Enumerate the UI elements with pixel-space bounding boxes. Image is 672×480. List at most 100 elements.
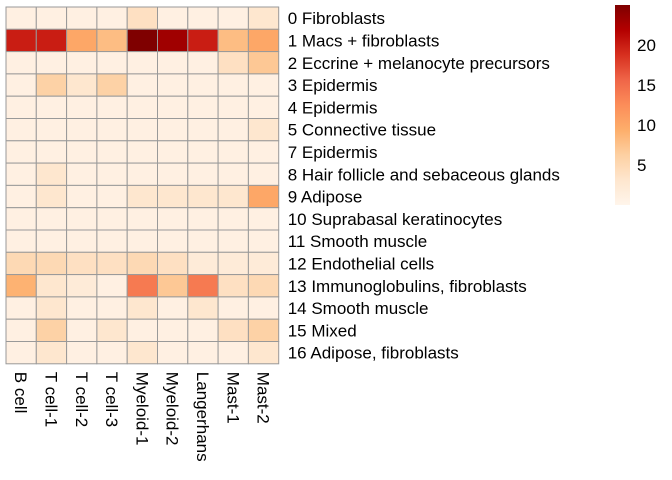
heatmap-cell	[157, 6, 189, 30]
heatmap-cell	[157, 73, 189, 97]
row-label: 13 Immunoglobulins, fibroblasts	[288, 277, 527, 296]
heatmap-cell	[247, 140, 280, 164]
heatmap-cell	[247, 207, 280, 231]
heatmap-cell	[247, 162, 280, 186]
heatmap-cell	[247, 274, 280, 298]
heatmap-cell	[247, 95, 280, 119]
column-label: Myeloid-1	[132, 372, 151, 446]
heatmap-cell	[126, 274, 158, 298]
heatmap-cell	[187, 51, 219, 75]
heatmap-cell	[35, 341, 68, 365]
heatmap-cell	[217, 28, 249, 53]
heatmap-cell	[187, 207, 219, 231]
heatmap-cell	[126, 341, 158, 365]
heatmap-cell	[5, 118, 37, 142]
heatmap-cell	[247, 73, 280, 97]
row-label: 15 Mixed	[288, 321, 357, 340]
column-label: T cell-2	[72, 372, 91, 427]
legend-tick-label: 20	[637, 36, 656, 55]
row-label: 16 Adipose, fibroblasts	[288, 344, 459, 363]
heatmap-cell	[157, 318, 189, 343]
heatmap-cell	[217, 73, 249, 97]
heatmap-cell	[126, 73, 158, 97]
heatmap-cell	[157, 184, 189, 209]
row-label: 3 Epidermis	[288, 76, 378, 95]
heatmap-cell	[66, 251, 98, 276]
heatmap-cell	[35, 51, 68, 75]
heatmap-cell	[247, 296, 280, 320]
heatmap-cell	[217, 229, 249, 253]
heatmap-cell	[187, 95, 219, 119]
heatmap-cell	[157, 51, 189, 75]
heatmap-cell	[247, 184, 280, 209]
heatmap-cell	[96, 118, 128, 142]
heatmap-cell	[126, 6, 158, 30]
heatmap-cell	[157, 28, 189, 53]
heatmap-cell	[5, 95, 37, 119]
heatmap-cell	[66, 51, 98, 75]
column-label: T cell-3	[102, 372, 121, 427]
heatmap-cell	[5, 229, 37, 253]
heatmap-cell	[187, 341, 219, 365]
heatmap-cell	[217, 6, 249, 30]
heatmap-cell	[126, 95, 158, 119]
heatmap-cell	[35, 118, 68, 142]
heatmap-cell	[35, 28, 68, 53]
heatmap-cell	[96, 296, 128, 320]
heatmap-cell	[5, 162, 37, 186]
heatmap-cell	[96, 229, 128, 253]
heatmap-cell	[187, 251, 219, 276]
heatmap-cell	[35, 251, 68, 276]
heatmap-cells	[5, 6, 280, 365]
heatmap-cell	[96, 274, 128, 298]
column-label: T cell-1	[41, 372, 60, 427]
heatmap-cell	[66, 162, 98, 186]
heatmap-cell	[247, 51, 280, 75]
row-label: 4 Epidermis	[288, 98, 378, 117]
heatmap-cell	[187, 296, 219, 320]
heatmap-cell	[157, 95, 189, 119]
column-label: Mast-1	[223, 372, 242, 424]
row-label: 12 Endothelial cells	[288, 254, 434, 273]
heatmap-cell	[35, 6, 68, 30]
heatmap-cell	[187, 6, 219, 30]
heatmap-cell	[217, 341, 249, 365]
heatmap-cell	[187, 73, 219, 97]
heatmap-cell	[96, 140, 128, 164]
heatmap-cell	[217, 162, 249, 186]
heatmap-cell	[96, 184, 128, 209]
row-labels: 0 Fibroblasts 1 Macs + fibroblasts 2 Eccri…	[288, 9, 560, 363]
row-label: 9 Adipose	[288, 188, 363, 207]
heatmap-cell	[187, 184, 219, 209]
heatmap-cell	[35, 184, 68, 209]
heatmap-cell	[247, 28, 280, 53]
heatmap-cell	[157, 274, 189, 298]
heatmap-cell	[126, 318, 158, 343]
heatmap-cell	[247, 6, 280, 30]
column-labels: B cell T cell-1 T cell-2 T cell-3 Myeloid-1 M…	[11, 372, 272, 462]
row-label: 0 Fibroblasts	[288, 9, 385, 28]
color-legend: 5 10 15 20	[615, 5, 656, 205]
heatmap-cell	[5, 318, 37, 343]
heatmap-cell	[217, 95, 249, 119]
row-label: 1 Macs + fibroblasts	[288, 31, 440, 50]
heatmap-cell	[247, 318, 280, 343]
heatmap-cell	[66, 28, 98, 53]
heatmap-cell	[247, 251, 280, 276]
heatmap-cell	[96, 207, 128, 231]
heatmap-cell	[66, 341, 98, 365]
heatmap-cell	[96, 73, 128, 97]
heatmap-cell	[35, 318, 68, 343]
heatmap-cell	[126, 184, 158, 209]
legend-tick-label: 15	[637, 76, 656, 95]
legend-tick-label: 5	[637, 156, 646, 175]
heatmap-cell	[217, 296, 249, 320]
heatmap-cell	[5, 296, 37, 320]
heatmap-cell	[217, 184, 249, 209]
heatmap-cell	[96, 318, 128, 343]
heatmap-cell	[126, 162, 158, 186]
heatmap-cell	[96, 28, 128, 53]
heatmap-cell	[187, 140, 219, 164]
row-label: 11 Smooth muscle	[288, 232, 428, 251]
